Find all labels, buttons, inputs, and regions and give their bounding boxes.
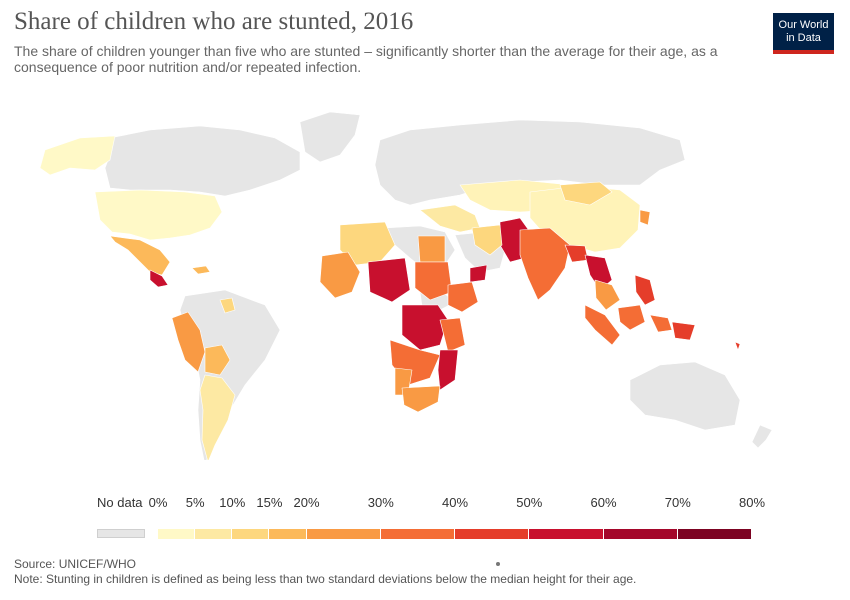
legend-tick-label: 30% (367, 495, 394, 510)
region-sahel[interactable] (367, 257, 411, 303)
legend-no-data-swatch[interactable] (97, 529, 145, 538)
legend-tick-label: 60% (590, 495, 617, 510)
region-bolivia[interactable] (204, 344, 231, 376)
region-indonesia-west[interactable] (584, 304, 621, 346)
legend-tick-label: 70% (664, 495, 691, 510)
region-philippines[interactable] (634, 274, 656, 306)
region-central-america[interactable] (149, 269, 169, 288)
region-australia-nodata[interactable] (629, 361, 741, 431)
region-canada-nodata[interactable] (104, 125, 301, 197)
legend-swatch[interactable] (158, 529, 196, 539)
region-mongolia[interactable] (559, 181, 613, 206)
region-caribbean[interactable] (191, 265, 211, 275)
region-pacific-islands[interactable] (734, 341, 741, 351)
legend-no-data-label: No data (97, 495, 143, 510)
timeline-dot-icon[interactable] (496, 562, 500, 566)
legend-swatch[interactable] (269, 529, 307, 539)
region-guyana[interactable] (219, 297, 236, 314)
region-colombia-peru[interactable] (171, 311, 206, 373)
region-greenland-nodata[interactable] (299, 111, 361, 163)
region-indonesia-borneo[interactable] (617, 304, 646, 331)
region-south-africa[interactable] (401, 385, 441, 413)
legend-tick-label: 20% (293, 495, 320, 510)
legend-tick-label: 80% (738, 495, 766, 510)
legend-swatch[interactable] (677, 529, 752, 539)
world-map[interactable] (0, 100, 850, 460)
region-new-zealand-nodata[interactable] (751, 424, 773, 449)
owid-logo[interactable]: Our World in Data (773, 13, 834, 54)
legend-swatch[interactable] (455, 529, 530, 539)
legend-swatch[interactable] (380, 529, 455, 539)
region-southern-cone[interactable] (199, 374, 236, 460)
chart-subtitle: The share of children younger than five … (14, 43, 718, 75)
region-thailand-vietnam[interactable] (594, 279, 621, 311)
region-ethiopia-horn[interactable] (447, 281, 479, 313)
region-india[interactable] (519, 227, 571, 301)
region-alaska[interactable] (39, 135, 116, 176)
legend-tick-label: 0% (148, 495, 168, 510)
legend-swatch[interactable] (529, 529, 604, 539)
region-yemen[interactable] (469, 264, 488, 283)
region-south-america-nodata[interactable] (179, 289, 281, 460)
region-sudan[interactable] (414, 261, 453, 301)
legend-tick-label: 50% (516, 495, 543, 510)
legend-swatch[interactable] (195, 529, 233, 539)
region-east-africa[interactable] (439, 317, 466, 353)
legend: No data 0% 5% 10% 15% 20% 30% 40% 50% 60% 70% 80% (0, 495, 850, 545)
chart-title: Share of children who are stunted, 2016 (14, 8, 414, 35)
region-korea[interactable] (639, 209, 651, 226)
source-text: Source: UNICEF/WHO (14, 557, 137, 571)
legend-swatch[interactable] (603, 529, 678, 539)
region-nepal-bangladesh[interactable] (564, 244, 589, 263)
region-indonesia-east[interactable] (649, 314, 673, 333)
region-mozambique[interactable] (437, 349, 459, 391)
legend-swatch[interactable] (306, 529, 381, 539)
legend-tick-label: 5% (185, 495, 205, 510)
region-west-africa[interactable] (319, 251, 361, 299)
region-egypt[interactable] (417, 235, 446, 263)
region-mexico[interactable] (109, 235, 171, 276)
region-iran[interactable] (471, 224, 503, 256)
note-text: Note: Stunting in children is defined as… (14, 572, 637, 586)
legend-tick-label: 40% (441, 495, 469, 510)
legend-swatch[interactable] (232, 529, 270, 539)
region-drc[interactable] (401, 304, 449, 351)
legend-tick-label: 15% (256, 495, 283, 510)
legend-tick-label: 10% (219, 495, 246, 510)
region-papua[interactable] (671, 321, 696, 341)
logo-line-1: Our World (778, 18, 829, 31)
logo-line-2: in Data (786, 31, 821, 44)
region-united-states[interactable] (94, 189, 223, 241)
